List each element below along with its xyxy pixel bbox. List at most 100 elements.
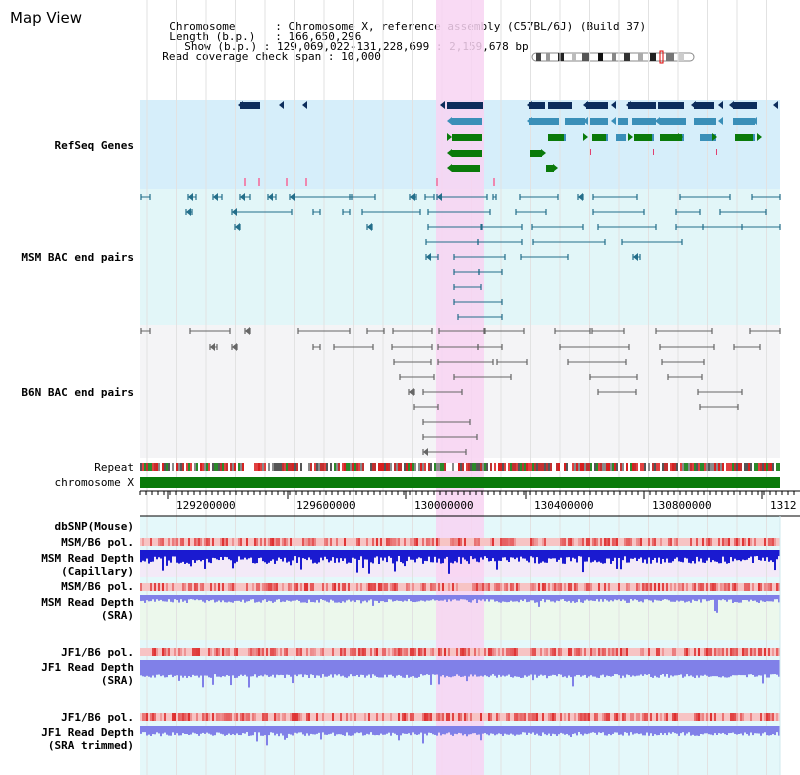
jf1-b6-pol-label-1[interactable]: JF1/B6 pol. (61, 646, 134, 659)
axis-tick-label: 130400000 (534, 499, 594, 512)
msm-read-depth-sra-label[interactable]: MSM Read Depth (41, 596, 134, 609)
bac-end-pair (697, 389, 743, 395)
gene-strand-arrow (655, 117, 660, 125)
gene-exon (529, 102, 545, 109)
gene-marker (244, 178, 246, 186)
bac-end-pair (333, 344, 374, 350)
ideogram-band (650, 53, 656, 61)
gene-exon (694, 118, 716, 125)
axis-tick-label: 130000000 (414, 499, 474, 512)
bac-end-pair (361, 209, 421, 215)
gene-exon (548, 102, 572, 109)
ideogram-band (572, 53, 576, 61)
bac-end-pair (592, 194, 638, 200)
gene-strand-arrow (611, 101, 616, 109)
gene-strand-arrow (583, 101, 588, 109)
msm-bac-label[interactable]: MSM BAC end pairs (21, 251, 134, 264)
msm-b6-pol-label-2[interactable]: MSM/B6 pol. (61, 580, 134, 593)
bac-end-pair (632, 253, 641, 261)
gene-exon (548, 134, 564, 141)
msm-read-depth-cap-label[interactable]: MSM Read Depth (41, 552, 134, 565)
gene-exon (240, 102, 260, 109)
gene-exon (660, 118, 686, 125)
gene-strand-arrow (678, 133, 683, 141)
bac-end-pair (342, 209, 351, 215)
axis-tick-label: 129600000 (296, 499, 356, 512)
coverage-label: Read coverage check span (162, 50, 322, 63)
gene-strand-arrow (447, 117, 452, 125)
jf1-read-depth-sra-sub: (SRA) (100, 674, 134, 687)
gene-exon (616, 134, 626, 141)
bac-end-pair (477, 344, 503, 350)
chromosome-ideogram[interactable] (528, 50, 698, 66)
dbsnp-label[interactable]: dbSNP(Mouse) (54, 520, 134, 533)
bac-end-pair (189, 328, 231, 334)
jf1-read-depth-sra-label[interactable]: JF1 Read Depth (41, 661, 134, 674)
bac-end-pair (209, 343, 218, 351)
jf1-b6-pol-label-2[interactable]: JF1/B6 pol. (61, 711, 134, 724)
bac-end-pair (699, 404, 739, 410)
position-axis (139, 490, 800, 517)
bac-end-pair (478, 269, 503, 275)
bac-end-pair (231, 343, 238, 351)
ideogram-position-marker (659, 50, 664, 64)
b6n-bac-label[interactable]: B6N BAC end pairs (21, 386, 134, 399)
bac-end-pair (749, 328, 781, 334)
gene-exon (694, 102, 714, 109)
coverage-value: 10,000 (341, 50, 381, 63)
bac-end-pair (399, 374, 435, 380)
gene-exon (546, 165, 554, 172)
bac-end-pair (453, 254, 506, 260)
gene-strand-arrow (440, 101, 445, 109)
bac-end-pair (422, 389, 463, 395)
bac-end-pair (140, 194, 151, 200)
bac-end-pair (140, 328, 151, 334)
bac-end-pair (457, 314, 503, 320)
bac-end-pair (567, 359, 627, 365)
chromosome-label: Chromosome (169, 20, 236, 33)
ideogram-band (638, 53, 643, 61)
bac-end-pair (659, 344, 715, 350)
read-depth-bar (778, 550, 780, 557)
ideogram-band (582, 53, 589, 61)
gene-strand-arrow (527, 117, 532, 125)
bac-end-pair (436, 193, 488, 201)
b6n-bac-track (140, 327, 781, 456)
bac-end-pair (675, 209, 701, 215)
bac-end-pair (391, 344, 433, 350)
gene-strand-arrow (447, 133, 452, 141)
gene-marker (716, 149, 717, 155)
gene-exon (700, 134, 716, 141)
bac-end-pair (297, 328, 351, 334)
bac-end-pair (667, 374, 703, 380)
jf1-read-depth-trim-label[interactable]: JF1 Read Depth (41, 726, 134, 739)
ideogram-band (598, 53, 603, 61)
gene-strand-arrow (238, 101, 243, 109)
bac-end-pair (231, 208, 293, 216)
bac-end-pair (751, 194, 781, 200)
repeat-label: Repeat (94, 461, 134, 474)
bac-end-pair (392, 328, 433, 334)
gene-strand-arrow (447, 149, 452, 157)
bac-end-pair (477, 239, 523, 245)
bac-end-pair (413, 404, 439, 410)
page-title: Map View (10, 9, 83, 27)
gene-strand-arrow (447, 164, 452, 172)
bac-end-pair (453, 374, 512, 380)
gene-marker (436, 178, 438, 186)
msm-b6-pol-label-1[interactable]: MSM/B6 pol. (61, 536, 134, 549)
read-depth-bar (778, 595, 780, 603)
bac-end-pair (515, 209, 547, 215)
bac-end-pair (427, 209, 491, 215)
gene-exon (733, 118, 755, 125)
gene-strand-arrow (279, 101, 284, 109)
gene-strand-arrow (773, 101, 778, 109)
show-label: Show (b.p.) (184, 40, 258, 53)
refseq-genes-label[interactable]: RefSeq Genes (54, 139, 134, 152)
gene-exon (733, 102, 757, 109)
read-depth-bar (778, 660, 780, 677)
axis-tick-label: 130800000 (652, 499, 712, 512)
bac-end-pair (422, 419, 471, 425)
bac-end-pair (592, 209, 645, 215)
